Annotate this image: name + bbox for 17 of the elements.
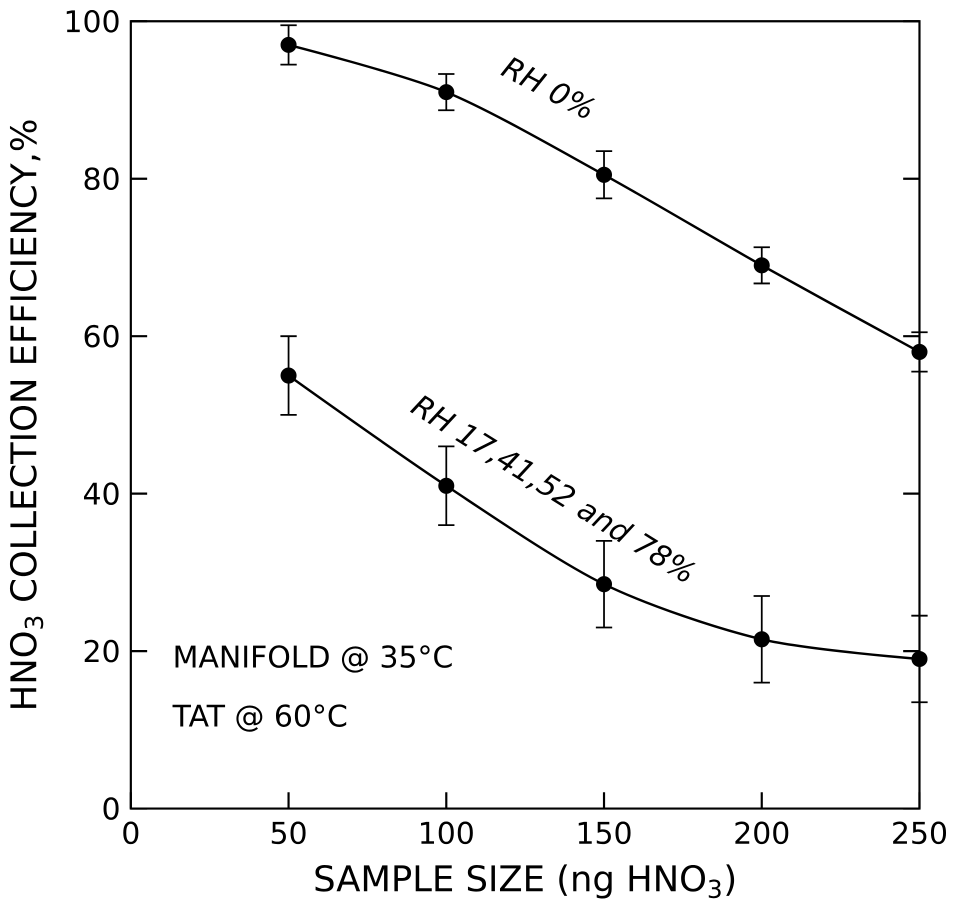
x-tick-label: 150 — [578, 822, 631, 844]
annotation: TAT @ 60°C — [172, 704, 346, 732]
y-tick-label: 40 — [84, 482, 119, 506]
text: RH 0% — [500, 58, 596, 118]
y-tick-label: 20 — [84, 640, 119, 663]
x-tick-label: 0 — [123, 822, 138, 844]
y-axis-title: HNO$_{3}$ COLLECTION EFFICIENCY,% — [10, 120, 44, 708]
annotation: MANIFOLD @ 35°C — [176, 646, 452, 673]
x-tick-label: 100 — [421, 822, 473, 844]
x-tick-label: 250 — [893, 822, 946, 844]
y-tick-label: 100 — [66, 10, 119, 33]
y-tick-label: 60 — [84, 325, 119, 348]
y-tick-label: 80 — [84, 168, 119, 190]
y-tick-label: 0 — [104, 797, 119, 820]
x-tick-label: 200 — [735, 822, 788, 844]
x-axis-title: SAMPLE SIZE (ng HNO$_{3}$) — [315, 864, 734, 899]
x-tick-label: 50 — [272, 822, 306, 844]
